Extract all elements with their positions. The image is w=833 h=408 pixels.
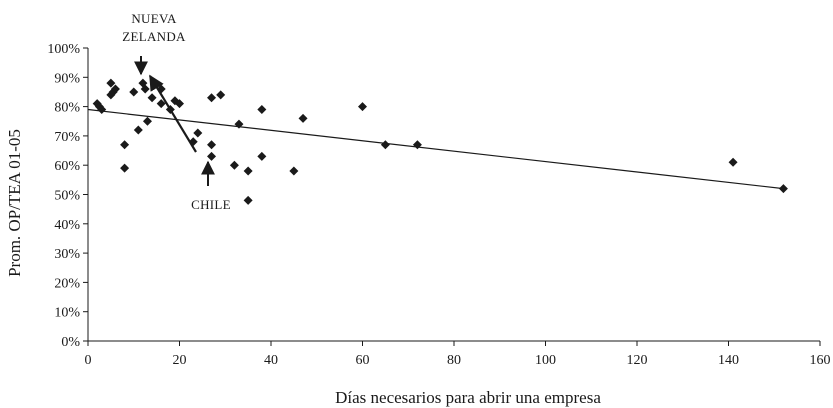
data-point [133,125,143,135]
y-tick-label: 40% [54,218,80,233]
data-point [229,160,239,170]
x-tick-label: 100 [535,353,556,368]
data-point [156,99,166,109]
data-point [147,93,157,103]
x-tick-label: 60 [356,353,370,368]
annotation-nueva-zelanda-line2: ZELANDA [122,29,186,44]
y-tick-label: 10% [54,306,80,321]
data-point [216,90,226,100]
data-point [207,140,217,150]
data-point [298,113,308,123]
data-point [380,140,390,150]
data-point [120,140,130,150]
data-point [234,119,244,129]
annotation-chile: CHILE [191,197,231,212]
data-point [358,102,367,112]
y-tick-label: 0% [61,335,80,350]
y-tick-label: 60% [54,159,80,174]
y-tick-label: 30% [54,247,80,262]
data-point [106,78,116,88]
x-tick-label: 80 [447,353,461,368]
data-point [140,84,150,94]
data-point [412,140,422,150]
data-point [142,116,152,126]
x-axis-ticks: 0 20 40 60 80 100 120 140 160 [85,341,831,368]
y-axis-title: Prom. OP/TEA 01-05 [5,129,24,277]
annotation-nueva-zelanda-line1: NUEVA [131,11,177,26]
y-tick-label: 70% [54,130,80,145]
data-point [728,157,738,167]
y-tick-label: 50% [54,189,80,204]
data-point [97,105,107,115]
data-point [207,93,217,103]
x-tick-label: 0 [85,353,92,368]
y-tick-label: 80% [54,101,80,116]
data-point [243,195,253,205]
data-point [257,105,267,115]
x-axis-title: Días necesarios para abrir una empresa [335,388,601,407]
data-point [110,84,120,94]
x-tick-label: 40 [264,353,278,368]
data-point [129,87,139,97]
data-point [120,163,130,173]
trend-line [87,108,784,190]
x-tick-label: 140 [718,353,739,368]
data-point [207,151,217,161]
annotation-arrow-chile-to-nz [149,74,197,153]
data-point [193,128,203,138]
data-points [92,78,788,205]
y-tick-label: 100% [47,42,80,57]
y-tick-label: 20% [54,276,80,291]
x-tick-label: 120 [627,353,648,368]
data-point [289,166,299,176]
y-axis-ticks: 0% 10% 20% 30% 40% 50% 60% 70% 80% 90% 100% [47,42,88,350]
data-point [243,166,253,176]
x-tick-label: 160 [810,353,831,368]
data-point [778,184,788,194]
x-tick-label: 20 [173,353,187,368]
data-point [175,99,184,109]
y-tick-label: 90% [54,71,80,86]
data-point [257,151,267,161]
